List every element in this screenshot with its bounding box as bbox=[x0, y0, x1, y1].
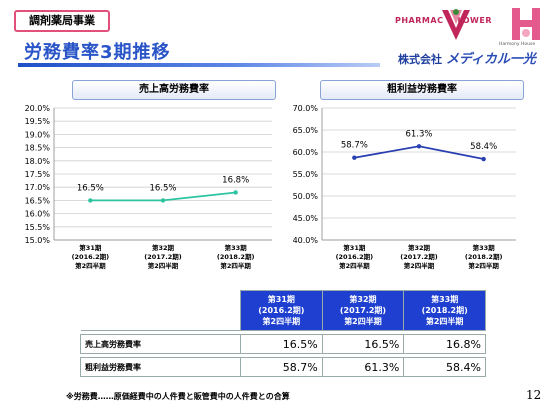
y-tick-label: 17.0% bbox=[25, 183, 51, 192]
table-cell: 61.3% bbox=[321, 357, 405, 377]
x-tick-label: 第2四半期 bbox=[339, 261, 370, 270]
table-cell: 58.4% bbox=[403, 357, 486, 377]
table-header-col-3: 第33期 (2018.2期) 第2四半期 bbox=[403, 290, 486, 331]
table-cell: 16.8% bbox=[403, 334, 486, 354]
right-line-chart: 40.0% 45.0% 50.0% 55.0% 60.0% 65.0% 70.0% 58.7%… bbox=[293, 104, 516, 270]
y-tick-label: 18.0% bbox=[25, 157, 51, 166]
data-point bbox=[352, 155, 357, 160]
footnote: ※労務費……原価経費中の人件費と販管費中の人件費との合算 bbox=[66, 392, 290, 401]
table-row-label: 売上高労務費率 bbox=[80, 334, 241, 354]
pharmac-lower-logo-icon bbox=[442, 9, 470, 40]
table-corner bbox=[80, 290, 241, 331]
company-brand: メディカル一光 bbox=[445, 52, 536, 67]
x-tick-label: 第33期 bbox=[473, 243, 496, 252]
table-header-col-2: 第32期 (2017.2期) 第2四半期 bbox=[321, 290, 405, 331]
x-tick-label: 第32期 bbox=[408, 243, 431, 252]
y-tick-label: 19.5% bbox=[25, 117, 51, 126]
x-tick-label: (2016.2期) bbox=[336, 252, 374, 261]
harmony-house-logo-icon bbox=[512, 8, 540, 40]
y-tick-label: 55.0% bbox=[293, 170, 319, 179]
x-tick-label: 第2四半期 bbox=[468, 261, 499, 270]
y-tick-label: 45.0% bbox=[293, 214, 319, 223]
x-tick-label: (2016.2期) bbox=[72, 252, 110, 261]
x-tick-label: (2017.2期) bbox=[144, 252, 182, 261]
table-cell: 16.5% bbox=[321, 334, 405, 354]
table-cell: 58.7% bbox=[240, 357, 323, 377]
y-tick-label: 15.5% bbox=[25, 223, 51, 232]
y-tick-label: 20.0% bbox=[25, 104, 51, 113]
x-tick-label: (2017.2期) bbox=[400, 252, 438, 261]
x-tick-label: 第2四半期 bbox=[404, 261, 435, 270]
data-label: 58.7% bbox=[341, 141, 368, 151]
x-tick-label: 第31期 bbox=[79, 243, 102, 252]
company-prefix: 株式会社 bbox=[398, 53, 442, 66]
data-point bbox=[233, 190, 238, 195]
y-tick-label: 16.5% bbox=[25, 196, 51, 205]
lower-logo-text: LOWER bbox=[457, 16, 492, 25]
table-header-col-1: 第31期 (2016.2期) 第2四半期 bbox=[240, 290, 323, 331]
title-underline bbox=[18, 63, 380, 67]
right-chart-title: 粗利益労務費率 bbox=[320, 80, 524, 100]
x-tick-label: 第33期 bbox=[225, 243, 248, 252]
x-tick-label: 第31期 bbox=[343, 243, 366, 252]
y-tick-label: 50.0% bbox=[293, 192, 319, 201]
table-cell: 16.5% bbox=[240, 334, 323, 354]
table-row-label: 粗利益労務費率 bbox=[80, 357, 241, 377]
data-label: 61.3% bbox=[405, 129, 432, 139]
page-number: 12 bbox=[526, 388, 542, 402]
y-tick-label: 65.0% bbox=[293, 126, 319, 135]
pharmac-logo-text: PHARMAC bbox=[395, 16, 444, 25]
table-row: 売上高労務費率 16.5% 16.5% 16.8% bbox=[80, 334, 486, 354]
data-point bbox=[416, 144, 422, 149]
y-tick-label: 40.0% bbox=[293, 236, 319, 245]
table-row: 粗利益労務費率 58.7% 61.3% 58.4% bbox=[80, 357, 486, 377]
x-tick-label: (2018.2期) bbox=[465, 252, 503, 261]
pharmac-lower-logo-text: PHARMAC LOWER bbox=[395, 16, 492, 25]
harmony-house-logo-text: Harmony House bbox=[499, 42, 536, 47]
left-line-chart: 15.0% 15.5% 16.0% 16.5% 17.0% 17.5% 18.0% 18.5%… bbox=[25, 104, 272, 270]
data-point bbox=[88, 198, 93, 203]
data-point bbox=[481, 156, 486, 162]
x-tick-label: 第2四半期 bbox=[148, 261, 179, 270]
x-tick-label: 第32期 bbox=[152, 243, 175, 252]
y-tick-label: 70.0% bbox=[293, 104, 319, 113]
y-tick-label: 17.5% bbox=[25, 170, 51, 179]
x-tick-label: 第2四半期 bbox=[75, 261, 106, 270]
y-tick-label: 19.0% bbox=[25, 130, 51, 139]
y-tick-label: 16.0% bbox=[25, 210, 51, 219]
data-label: 16.8% bbox=[222, 175, 249, 185]
data-label: 16.5% bbox=[149, 183, 176, 193]
table-header-row: 第31期 (2016.2期) 第2四半期 第32期 (2017.2期) 第2四半… bbox=[80, 290, 486, 331]
company-logo: 株式会社 メディカル一光 bbox=[398, 48, 536, 67]
y-tick-label: 60.0% bbox=[293, 148, 319, 157]
page-title: 労務費率3期推移 bbox=[24, 42, 171, 63]
left-chart-title: 売上高労務費率 bbox=[72, 80, 276, 100]
x-tick-label: 第2四半期 bbox=[220, 261, 251, 270]
data-label: 16.5% bbox=[77, 183, 104, 193]
data-point bbox=[160, 198, 166, 203]
summary-table: 第31期 (2016.2期) 第2四半期 第32期 (2017.2期) 第2四半… bbox=[80, 290, 486, 377]
y-tick-label: 18.5% bbox=[25, 144, 51, 153]
section-tag: 調剤薬局事業 bbox=[14, 10, 110, 32]
data-label: 58.4% bbox=[470, 142, 497, 152]
x-tick-label: (2018.2期) bbox=[217, 252, 255, 261]
y-tick-label: 15.0% bbox=[25, 236, 51, 245]
